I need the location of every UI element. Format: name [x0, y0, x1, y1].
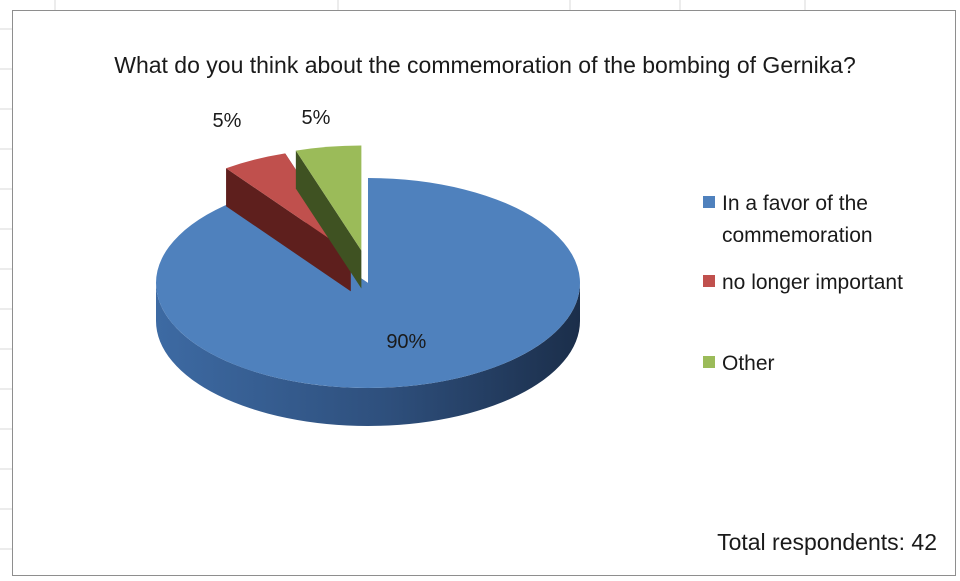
- pie-slice-favor-side: [156, 283, 580, 426]
- total-respondents-note: Total respondents: 42: [717, 529, 937, 555]
- pie-chart[interactable]: 90% 5% 5%: [13, 11, 957, 577]
- legend-item-no-longer-important: no longer important: [703, 267, 952, 299]
- pie-slice-favor-top: [156, 178, 580, 388]
- legend-swatch-favor: [703, 196, 715, 208]
- legend-label-favor: In a favor of the commemoration: [722, 192, 873, 247]
- legend-swatch-other: [703, 356, 715, 368]
- pie-slice-no-longer-important-cut-0: [226, 168, 351, 292]
- legend-item-other: Other: [703, 348, 952, 380]
- pie-slice-other-top: [295, 145, 362, 251]
- legend-swatch-no-longer-important: [703, 275, 715, 287]
- chart-title: What do you think about the commemoratio…: [114, 52, 856, 78]
- pie-slice-favor[interactable]: [156, 178, 580, 426]
- data-label-no-longer-important: 5%: [213, 110, 242, 132]
- data-label-favor: 90%: [386, 331, 426, 353]
- pie-slice-no-longer-important-top: [226, 153, 351, 254]
- pie-slice-other-cut-0: [295, 150, 362, 289]
- data-label-other: 5%: [302, 107, 331, 129]
- legend-item-favor: In a favor of the commemoration: [703, 188, 952, 252]
- chart-area[interactable]: What do you think about the commemoratio…: [12, 10, 956, 576]
- pie-slice-other[interactable]: [295, 145, 362, 289]
- legend-label-no-longer-important: no longer important: [722, 271, 903, 294]
- legend-label-other: Other: [722, 352, 775, 375]
